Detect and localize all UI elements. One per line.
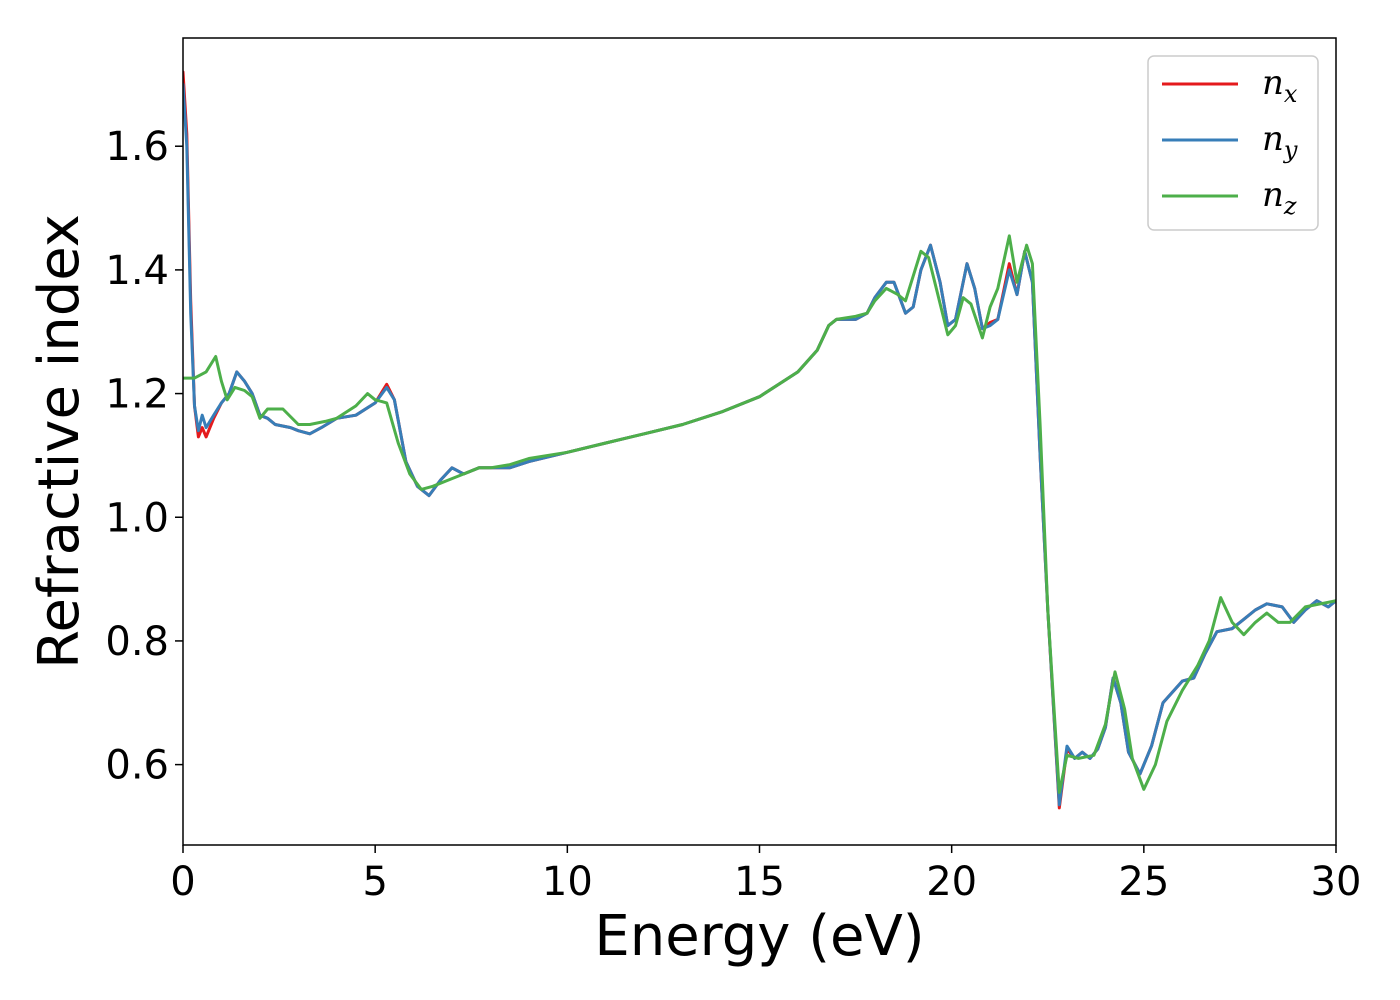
legend-label-ny: ny xyxy=(1262,119,1298,164)
y-axis-ticks: 0.6 0.8 1.0 1.2 1.4 1.6 xyxy=(105,124,183,789)
x-tick-label: 10 xyxy=(542,859,593,905)
legend-label-nx: nx xyxy=(1262,63,1298,108)
x-tick-label: 30 xyxy=(1311,859,1362,905)
x-tick-label: 0 xyxy=(170,859,195,905)
series-line-nz xyxy=(183,234,1336,794)
y-tick-label: 0.6 xyxy=(105,743,169,789)
y-tick-label: 1.0 xyxy=(105,495,169,541)
legend-box xyxy=(1147,55,1319,231)
x-axis-label: Energy (eV) xyxy=(594,904,924,969)
legend-label-base: n xyxy=(1262,63,1284,103)
legend-label-nz: nz xyxy=(1262,175,1297,220)
legend-label-base: n xyxy=(1262,175,1284,215)
plot-lines xyxy=(183,70,1336,810)
x-tick-label: 5 xyxy=(362,859,387,905)
x-tick-label: 15 xyxy=(734,859,785,905)
legend-label-subscript: x xyxy=(1284,80,1298,108)
series-line-ny xyxy=(183,82,1336,807)
legend-label-base: n xyxy=(1262,119,1284,159)
legend-label-subscript: z xyxy=(1283,192,1297,220)
y-tick-label: 1.4 xyxy=(105,248,169,294)
y-tick-label: 1.2 xyxy=(105,372,169,418)
x-tick-label: 20 xyxy=(926,859,977,905)
y-tick-label: 1.6 xyxy=(105,124,169,170)
x-tick-label: 25 xyxy=(1118,859,1169,905)
x-axis-ticks: 0 5 10 15 20 25 30 xyxy=(170,845,1361,905)
legend-label-subscript: y xyxy=(1283,136,1298,164)
y-tick-label: 0.8 xyxy=(105,619,169,665)
y-axis-label: Refractive index xyxy=(27,214,92,669)
